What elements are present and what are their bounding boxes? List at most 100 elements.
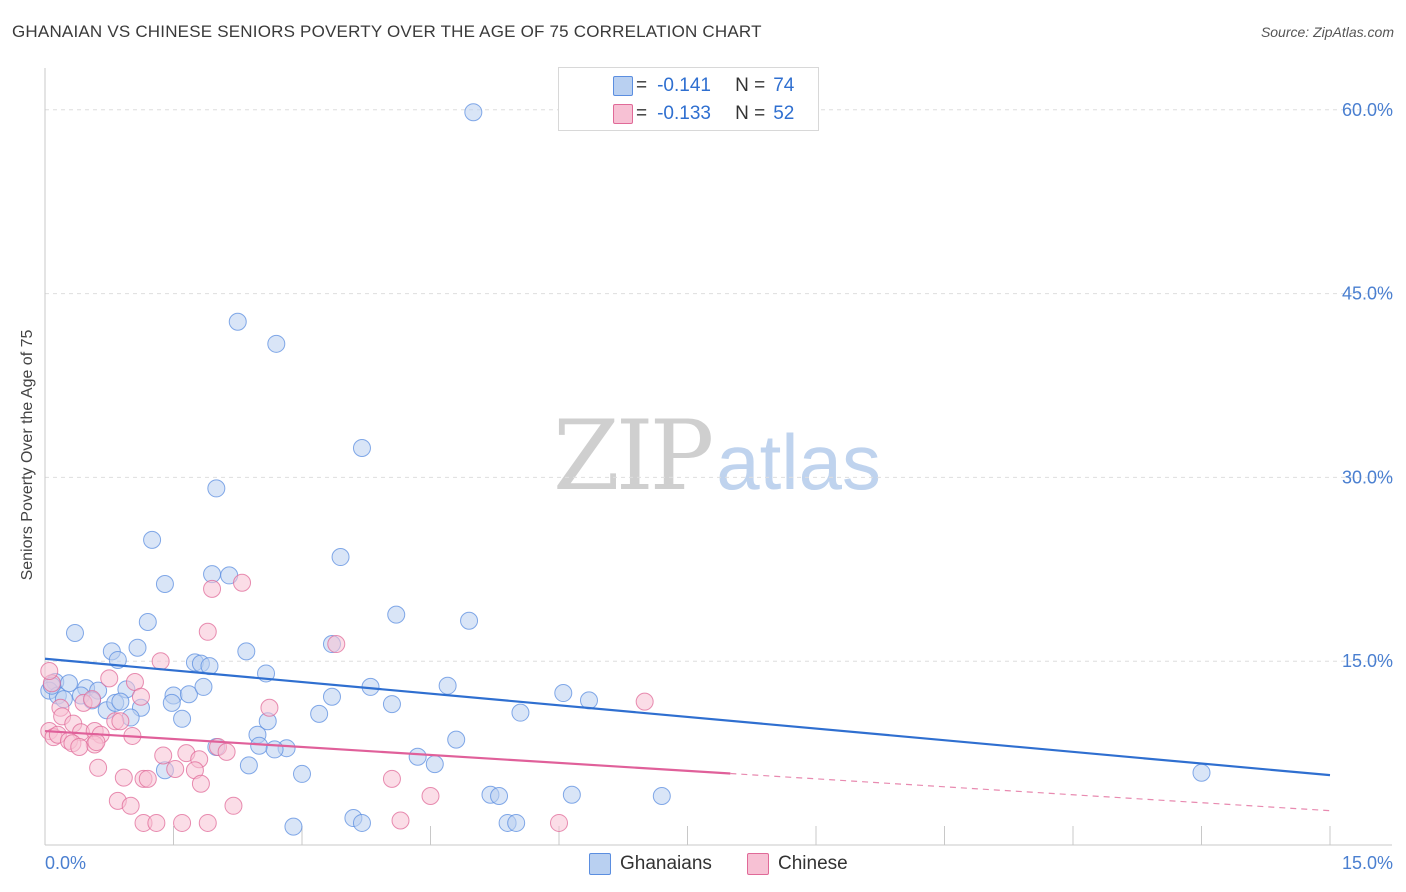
point-chinese bbox=[203, 579, 222, 598]
bottom-legend-label-ghanaians: Ghanaians bbox=[620, 853, 712, 874]
point-ghanaians bbox=[464, 103, 483, 122]
point-ghanaians bbox=[173, 709, 192, 728]
point-chinese bbox=[131, 687, 150, 706]
point-ghanaians bbox=[408, 747, 427, 766]
legend-n-label: N = bbox=[735, 103, 766, 124]
legend-swatch-ghanaians bbox=[613, 76, 633, 96]
legend-swatch-chinese bbox=[613, 104, 633, 124]
point-ghanaians bbox=[425, 755, 444, 774]
bottom-legend-chinese: Chinese bbox=[747, 852, 848, 876]
y-tick-label: 60.0% bbox=[1342, 100, 1393, 120]
point-chinese bbox=[40, 661, 59, 680]
point-chinese bbox=[198, 622, 217, 641]
point-chinese bbox=[173, 813, 192, 832]
point-ghanaians bbox=[511, 703, 530, 722]
point-ghanaians bbox=[228, 312, 247, 331]
point-ghanaians bbox=[293, 764, 311, 783]
point-chinese bbox=[89, 758, 108, 777]
point-chinese bbox=[421, 786, 440, 805]
stats-legend: R = -0.141 N = 74 R = -0.133 N = 52 bbox=[558, 67, 819, 131]
point-chinese bbox=[147, 813, 166, 832]
legend-row-chinese: R = -0.133 N = 52 bbox=[585, 101, 794, 127]
point-ghanaians bbox=[284, 817, 303, 836]
trend-line-dashed-chinese bbox=[730, 772, 1331, 812]
point-ghanaians bbox=[460, 611, 479, 630]
bottom-legend-label-chinese: Chinese bbox=[778, 853, 848, 874]
point-ghanaians bbox=[652, 786, 671, 805]
point-ghanaians bbox=[239, 756, 258, 775]
point-ghanaians bbox=[322, 687, 341, 706]
legend-r-value: -0.141 bbox=[657, 75, 711, 96]
legend-row-ghanaians: R = -0.141 N = 74 bbox=[585, 73, 794, 99]
point-chinese bbox=[233, 573, 252, 592]
point-ghanaians bbox=[562, 785, 581, 804]
x-tick-label: 15.0% bbox=[1342, 853, 1393, 873]
point-chinese bbox=[198, 813, 217, 832]
point-ghanaians bbox=[207, 479, 226, 498]
legend-n-value: 74 bbox=[773, 75, 795, 96]
point-ghanaians bbox=[128, 638, 147, 657]
point-chinese bbox=[635, 692, 654, 711]
point-ghanaians bbox=[162, 693, 181, 712]
bottom-legend-ghanaians: Ghanaians bbox=[589, 852, 712, 876]
point-chinese bbox=[100, 669, 119, 688]
point-ghanaians bbox=[507, 813, 526, 832]
point-chinese bbox=[224, 796, 243, 815]
point-chinese bbox=[166, 760, 185, 779]
bottom-legend-swatch-ghanaians bbox=[589, 853, 611, 875]
legend-n-label: N = bbox=[735, 75, 766, 96]
point-chinese bbox=[154, 746, 173, 765]
point-ghanaians bbox=[331, 548, 350, 567]
point-chinese bbox=[550, 813, 568, 832]
point-ghanaians bbox=[447, 730, 466, 749]
point-ghanaians bbox=[490, 786, 509, 805]
trend-line-ghanaians bbox=[44, 657, 1331, 777]
point-ghanaians bbox=[267, 334, 286, 353]
watermark: ZIPatlas bbox=[553, 400, 881, 512]
point-ghanaians bbox=[438, 676, 457, 695]
point-chinese bbox=[327, 635, 346, 654]
y-tick-label: 15.0% bbox=[1342, 651, 1393, 671]
legend-n-value: 52 bbox=[773, 103, 795, 124]
legend-r-value: -0.133 bbox=[657, 103, 711, 124]
y-tick-label: 45.0% bbox=[1342, 284, 1393, 304]
watermark-zip: ZIP bbox=[553, 400, 714, 512]
x-tick-label: 0.0% bbox=[45, 853, 86, 873]
point-ghanaians bbox=[265, 740, 284, 759]
point-ghanaians bbox=[382, 695, 401, 714]
trend-line-chinese bbox=[44, 729, 731, 775]
point-chinese bbox=[260, 698, 279, 717]
point-chinese bbox=[70, 737, 89, 756]
point-chinese bbox=[151, 652, 170, 671]
point-chinese bbox=[114, 768, 133, 787]
point-ghanaians bbox=[194, 677, 213, 696]
point-chinese bbox=[217, 742, 236, 761]
point-ghanaians bbox=[237, 642, 256, 661]
chart-title: GHANAIAN VS CHINESE SENIORS POVERTY OVER… bbox=[12, 22, 762, 41]
source-label: Source: ZipAtlas.com bbox=[1260, 24, 1394, 40]
bottom-legend-swatch-chinese bbox=[747, 853, 769, 875]
point-ghanaians bbox=[111, 692, 130, 711]
point-chinese bbox=[138, 769, 157, 788]
point-ghanaians bbox=[310, 704, 329, 723]
y-tick-label: 30.0% bbox=[1342, 467, 1393, 487]
point-ghanaians bbox=[1192, 763, 1211, 782]
point-chinese bbox=[382, 769, 401, 788]
point-ghanaians bbox=[143, 530, 162, 549]
point-ghanaians bbox=[387, 605, 406, 624]
point-ghanaians bbox=[65, 624, 84, 643]
point-ghanaians bbox=[155, 574, 174, 593]
point-chinese bbox=[391, 811, 410, 830]
point-chinese bbox=[121, 796, 140, 815]
point-ghanaians bbox=[554, 684, 573, 703]
point-ghanaians bbox=[579, 691, 598, 710]
point-ghanaians bbox=[179, 685, 198, 704]
watermark-atlas: atlas bbox=[716, 418, 881, 506]
point-chinese bbox=[83, 690, 102, 709]
point-chinese bbox=[111, 712, 130, 731]
point-chinese bbox=[191, 774, 210, 793]
point-ghanaians bbox=[352, 813, 371, 832]
point-chinese bbox=[87, 733, 106, 752]
point-ghanaians bbox=[352, 438, 371, 457]
